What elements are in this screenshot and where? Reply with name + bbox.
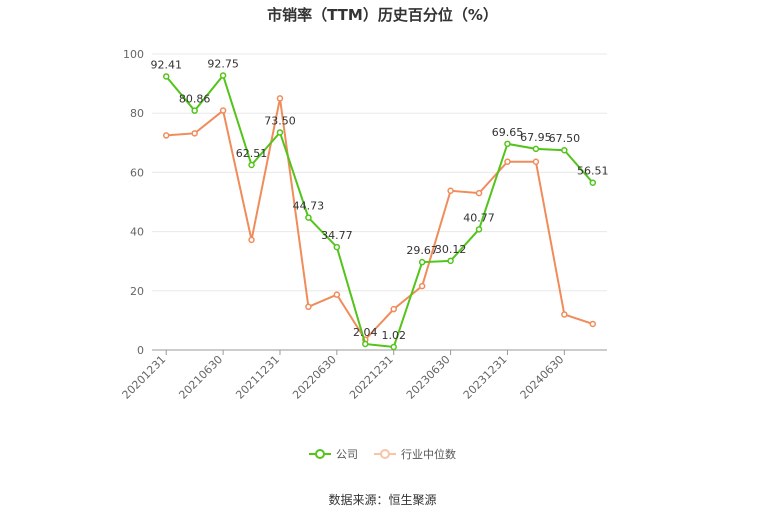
- x-tick-label: 20240630: [518, 353, 567, 402]
- data-point-company[interactable]: [418, 258, 426, 266]
- data-label-company: 69.65: [492, 126, 524, 139]
- data-point-company[interactable]: [191, 107, 198, 114]
- y-tick-label: 80: [130, 107, 144, 120]
- x-tick-label: 20221231: [347, 353, 396, 402]
- data-point-industry-median[interactable]: [305, 303, 312, 311]
- data-label-company: 67.50: [549, 132, 581, 145]
- data-point-industry-median[interactable]: [447, 187, 454, 195]
- data-point-company[interactable]: [561, 146, 568, 154]
- data-label-company: 67.95: [520, 131, 552, 144]
- data-point-industry-median[interactable]: [418, 282, 426, 290]
- legend-label-company: 公司: [336, 448, 358, 461]
- data-label-company: 40.77: [463, 211, 495, 224]
- data-labels: 92.41 80.86 92.75 62.51 73.50 44.73 34.77 2.04 1…: [150, 57, 608, 342]
- data-point-company[interactable]: [589, 179, 597, 186]
- data-point-company[interactable]: [362, 340, 369, 348]
- data-label-company: 30.12: [435, 243, 467, 256]
- data-label-company: 29.67: [406, 244, 438, 257]
- data-label-company: 56.51: [577, 165, 609, 178]
- series-line-company: [165, 73, 594, 349]
- data-label-company: 2.04: [353, 326, 378, 339]
- y-tick-label: 60: [130, 166, 144, 179]
- data-label-company: 1.02: [381, 329, 406, 342]
- data-point-industry-median[interactable]: [475, 189, 483, 197]
- y-tick-label: 20: [130, 285, 144, 298]
- y-tick-label: 40: [130, 226, 144, 239]
- data-point-company[interactable]: [219, 72, 227, 79]
- data-label-company: 80.86: [179, 93, 211, 106]
- data-point-industry-median[interactable]: [589, 320, 597, 328]
- data-point-industry-median[interactable]: [276, 95, 284, 102]
- y-tick-label: 0: [137, 344, 144, 357]
- data-point-industry-median[interactable]: [504, 158, 511, 165]
- legend-item-industry-median[interactable]: 行业中位数: [374, 446, 456, 462]
- data-point-company[interactable]: [276, 129, 284, 136]
- x-tick-label: 20211231: [233, 353, 282, 402]
- legend-industry-marker-icon: [374, 449, 396, 459]
- data-label-company: 34.77: [321, 229, 353, 242]
- legend-company-marker-icon: [309, 449, 331, 459]
- grid-lines: [152, 53, 607, 292]
- data-point-company[interactable]: [305, 214, 312, 221]
- data-point-company[interactable]: [504, 140, 511, 148]
- source-text: 数据来源：恒生聚源: [328, 493, 437, 507]
- data-point-industry-median[interactable]: [248, 236, 255, 244]
- data-label-company: 92.75: [207, 57, 239, 70]
- x-tick-label: 20201231: [120, 353, 169, 402]
- chart-title: 市销率（TTM）历史百分位（%）: [267, 6, 498, 24]
- legend-label-industry-median: 行业中位数: [401, 448, 456, 461]
- data-point-industry-median[interactable]: [162, 132, 170, 139]
- data-point-industry-median[interactable]: [191, 130, 198, 137]
- x-tick-label: 20231231: [461, 353, 510, 402]
- data-point-company[interactable]: [248, 161, 255, 169]
- data-label-company: 62.51: [236, 147, 268, 160]
- data-point-company[interactable]: [475, 226, 483, 233]
- data-point-industry-median[interactable]: [532, 158, 540, 165]
- series-line-industry-median: [166, 98, 594, 342]
- data-point-industry-median[interactable]: [561, 311, 568, 318]
- x-tick-label: 20210630: [176, 353, 225, 402]
- y-tick-label: 100: [123, 48, 144, 61]
- data-point-company[interactable]: [447, 257, 454, 265]
- series: [162, 72, 597, 351]
- data-point-company[interactable]: [390, 343, 397, 351]
- data-label-company: 92.41: [150, 58, 182, 71]
- data-point-company[interactable]: [333, 243, 341, 251]
- data-point-industry-median[interactable]: [333, 291, 341, 298]
- data-point-industry-median[interactable]: [219, 107, 227, 114]
- data-point-company[interactable]: [532, 145, 540, 153]
- data-label-company: 73.50: [264, 114, 296, 127]
- x-tick-label: 20230630: [404, 353, 453, 402]
- legend: 公司 行业中位数: [0, 446, 765, 462]
- data-point-industry-median[interactable]: [390, 305, 397, 313]
- data-label-company: 44.73: [293, 200, 325, 213]
- x-tick-label: 20220630: [290, 353, 339, 402]
- legend-item-company[interactable]: 公司: [309, 446, 358, 462]
- data-point-company[interactable]: [162, 73, 170, 80]
